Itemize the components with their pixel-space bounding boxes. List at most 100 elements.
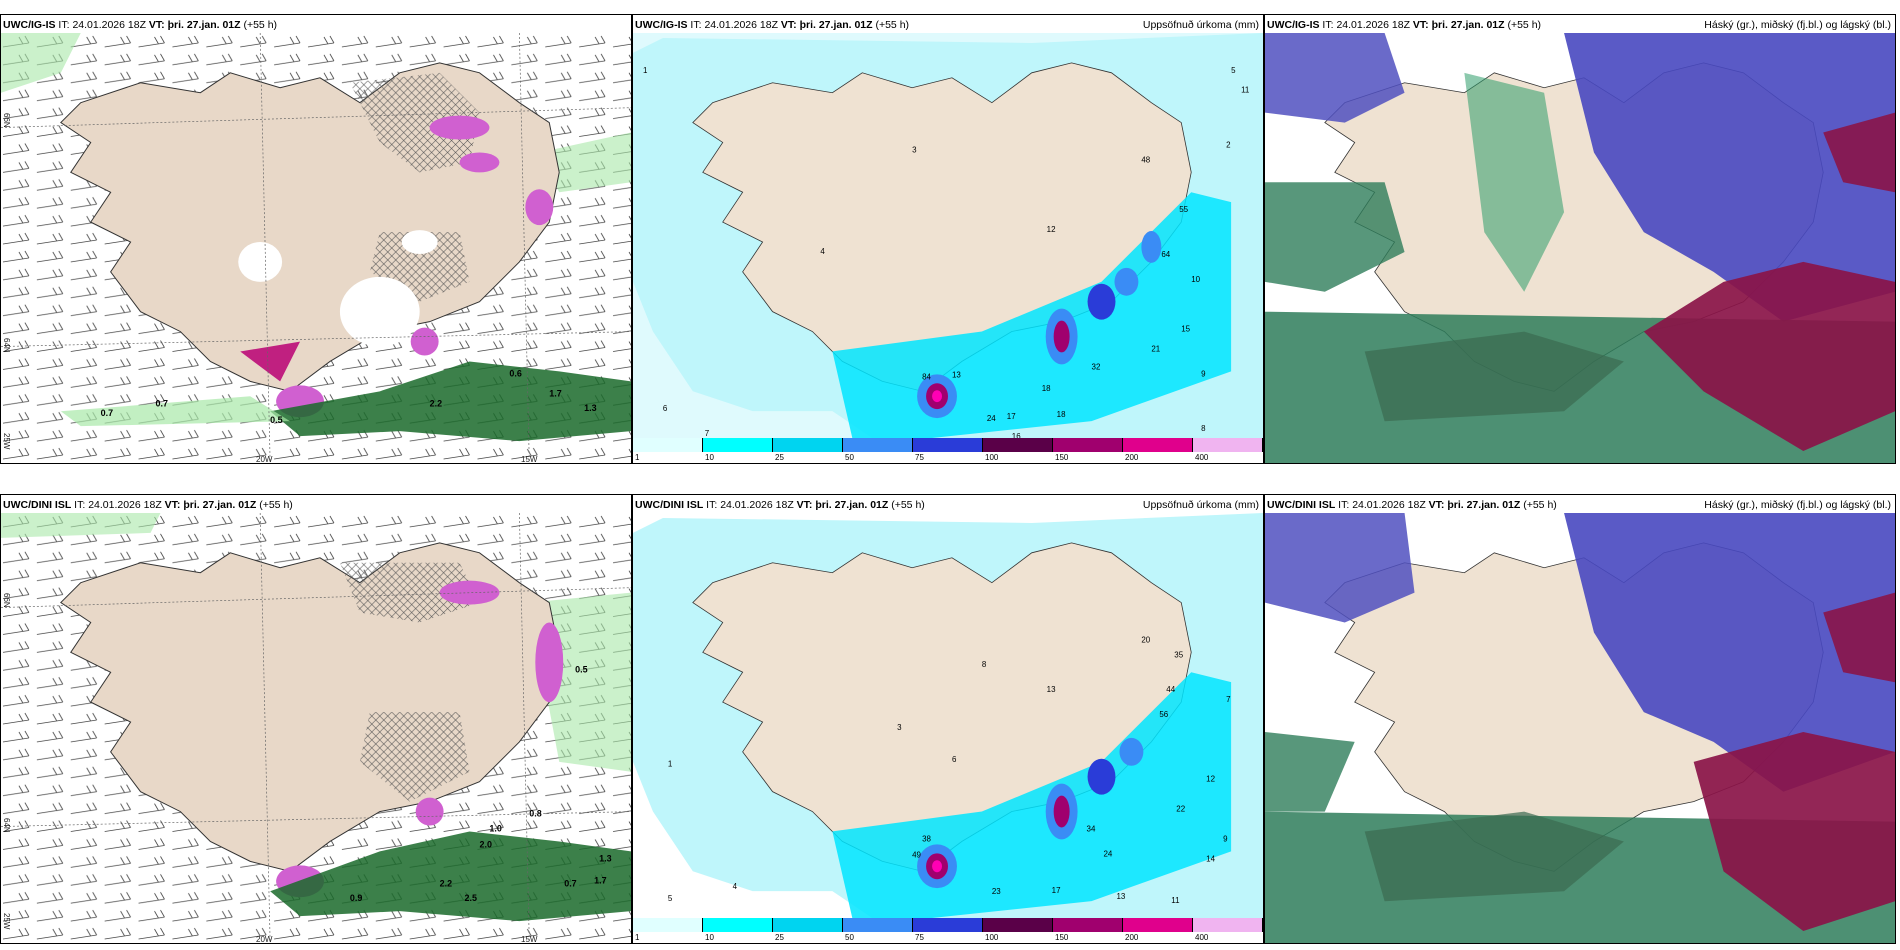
wind-map: 0.7 0.7 0.5 0.6 1.7 2.2 1.3 66N 64N 25W … — [1, 33, 631, 463]
precip-label: 56 — [1159, 710, 1168, 719]
lat-label: 66N — [2, 593, 11, 608]
precip-label: 7 — [1226, 695, 1231, 704]
colorbar-swatch — [703, 438, 773, 452]
wind-label: 2.5 — [465, 893, 477, 903]
precip-label: 49 — [912, 850, 921, 859]
precip-label: 6 — [952, 755, 957, 764]
wind-label: 1.3 — [584, 403, 596, 413]
lon-label: 20W — [256, 935, 273, 944]
colorbar-label: 25 — [775, 933, 784, 942]
precip-label: 13 — [1047, 685, 1056, 694]
precip-label: 14 — [1206, 854, 1215, 863]
colorbar: 1 10 25 50 75 100 150 200 400 — [633, 918, 1263, 943]
precip-label: 9 — [1223, 834, 1228, 843]
precip-label: 38 — [922, 834, 931, 843]
lat-label: 66N — [2, 113, 11, 128]
wind-label: 0.9 — [350, 893, 362, 903]
lon-label: 20W — [256, 455, 273, 464]
precip-map: 1 3 6 12 48 55 64 84 32 21 15 10 17 18 1… — [633, 33, 1263, 438]
lon-label: 15W — [521, 455, 538, 464]
colorbar-label: 400 — [1195, 933, 1209, 942]
wind-label: 1.0 — [489, 824, 501, 834]
precip-map: 2 3 8 13 20 35 44 56 38 34 24 17 13 11 9… — [633, 513, 1263, 918]
lat-label: 25W — [2, 913, 11, 930]
wind-label: 1.3 — [599, 853, 611, 863]
wind-label: 0.7 — [564, 878, 576, 888]
panel-header: UWC/DINI ISL IT: 24.01.2026 18Z VT: þri.… — [3, 499, 293, 511]
precip-label: 1 — [668, 760, 673, 769]
precip-label: 15 — [1181, 325, 1190, 334]
precip-label: 44 — [1166, 685, 1175, 694]
precip-label: 13 — [952, 370, 961, 379]
precip-label: 6 — [663, 404, 668, 413]
colorbar-label: 25 — [775, 453, 784, 462]
colorbar: 1 10 25 50 75 100 150 200 400 — [633, 438, 1263, 463]
colorbar-label: 75 — [915, 453, 924, 462]
panel-bottom-wind: UWC/DINI ISL IT: 24.01.2026 18Z VT: þri.… — [0, 494, 632, 944]
precip-label: 34 — [1087, 824, 1096, 833]
precip-label: 23 — [992, 887, 1001, 896]
precip-label: 22 — [1176, 805, 1185, 814]
precip-label: 35 — [1174, 650, 1183, 659]
lat-label: 25W — [2, 433, 11, 450]
wind-label: 0.6 — [509, 368, 521, 378]
panel-top-wind: UWC/IG-IS IT: 24.01.2026 18Z VT: þri. 27… — [0, 14, 632, 464]
panel-header: UWC/IG-IS IT: 24.01.2026 18Z VT: þri. 27… — [1267, 19, 1542, 31]
precip-label: 8 — [1201, 424, 1206, 433]
precip-label: 1 — [643, 66, 648, 75]
colorbar-swatch — [983, 918, 1053, 932]
panel-field-title: Uppsöfnuð úrkoma (mm) — [1142, 499, 1259, 511]
precip-label: 11 — [1241, 86, 1250, 95]
panel-header: UWC/IG-IS IT: 24.01.2026 18Z VT: þri. 27… — [635, 19, 910, 31]
panel-bottom-clouds: UWC/DINI ISL IT: 24.01.2026 18Z VT: þri.… — [1264, 494, 1896, 944]
precip-label: 20 — [1141, 635, 1150, 644]
panel-field-title: Uppsöfnuð úrkoma (mm) — [1142, 19, 1259, 31]
precip-label: 3 — [912, 145, 917, 154]
colorbar-swatch — [1053, 438, 1123, 452]
panel-field-title: Háský (gr.), miðský (fj.bl.) og lágský (… — [1704, 499, 1891, 511]
wind-map: 0.8 0.9 1.0 2.0 0.7 1.3 0.5 1.7 2.2 2.5 … — [1, 513, 631, 943]
colorbar-swatch — [633, 918, 703, 932]
precip-label: 12 — [1047, 225, 1056, 234]
precip-label: 55 — [1179, 205, 1188, 214]
colorbar-swatch — [1123, 918, 1193, 932]
colorbar-swatch — [773, 438, 843, 452]
colorbar-label: 100 — [985, 933, 999, 942]
precip-label: 24 — [1104, 849, 1113, 858]
wind-label: 2.2 — [440, 878, 452, 888]
colorbar-swatch — [1193, 438, 1263, 452]
colorbar-swatch — [1193, 918, 1263, 932]
precip-label: 3 — [897, 723, 902, 732]
precip-label: 5 — [668, 894, 673, 903]
colorbar-label: 200 — [1125, 933, 1139, 942]
wind-label: 0.7 — [101, 408, 113, 418]
wind-label: 1.7 — [549, 388, 561, 398]
colorbar-label: 75 — [915, 933, 924, 942]
colorbar-label: 400 — [1195, 453, 1209, 462]
wind-label: 2.0 — [479, 839, 491, 849]
precip-label: 8 — [982, 660, 987, 669]
precip-label: 4 — [820, 247, 825, 256]
colorbar-label: 150 — [1055, 933, 1069, 942]
precip-label: 48 — [1141, 155, 1150, 164]
lon-label: 15W — [521, 935, 538, 944]
panel-header: UWC/IG-IS IT: 24.01.2026 18Z VT: þri. 27… — [3, 19, 278, 31]
colorbar-swatch — [1053, 918, 1123, 932]
precip-label: 17 — [1007, 412, 1016, 421]
precip-label: 5 — [1231, 66, 1236, 75]
colorbar-label: 1 — [635, 933, 640, 942]
precip-label: 2 — [1226, 140, 1231, 149]
precip-label: 64 — [1161, 250, 1170, 259]
precip-label: 17 — [1052, 886, 1061, 895]
precip-label: 9 — [1201, 369, 1206, 378]
precip-label: 32 — [1092, 362, 1101, 371]
precip-label: 13 — [1116, 892, 1125, 901]
precip-label: 16 — [1012, 432, 1021, 438]
colorbar-label: 1 — [635, 453, 640, 462]
precip-label: 4 — [733, 882, 738, 891]
panel-header: UWC/DINI ISL IT: 24.01.2026 18Z VT: þri.… — [1267, 499, 1557, 511]
lat-label: 64N — [2, 338, 11, 353]
panel-top-precip: UWC/IG-IS IT: 24.01.2026 18Z VT: þri. 27… — [632, 14, 1264, 464]
precip-label: 7 — [705, 429, 710, 438]
precip-label: 18 — [1057, 410, 1066, 419]
